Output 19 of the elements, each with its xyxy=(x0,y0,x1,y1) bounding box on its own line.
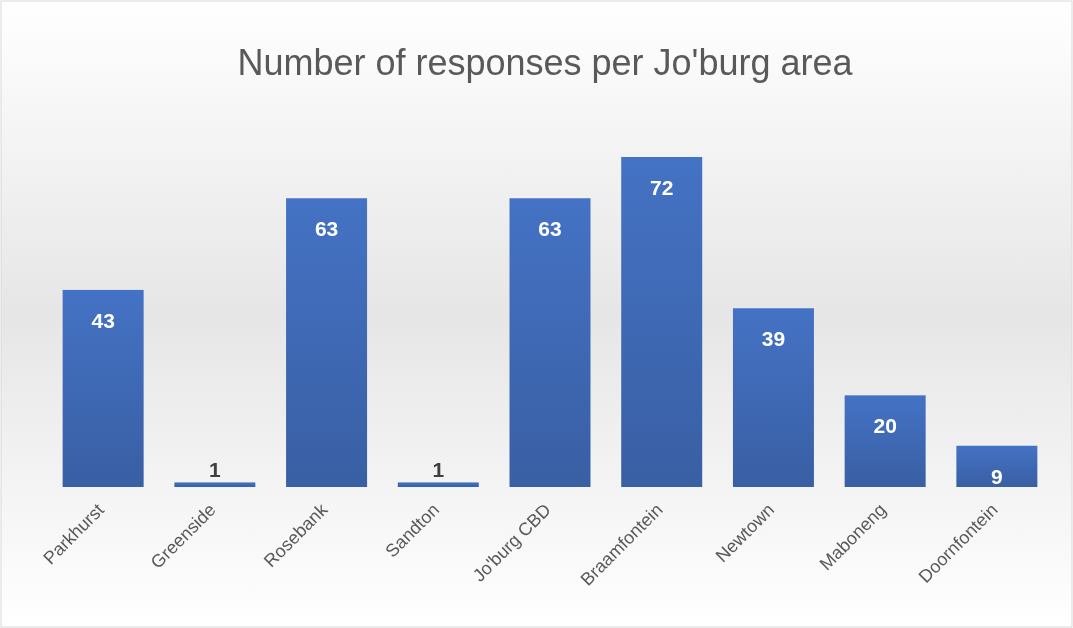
bar xyxy=(62,289,144,487)
bar xyxy=(397,482,479,487)
data-label: 1 xyxy=(432,458,445,482)
data-label: 1 xyxy=(209,458,222,482)
bar xyxy=(621,157,703,487)
data-label: 63 xyxy=(314,217,339,241)
data-label: 63 xyxy=(538,217,562,241)
data-label: 9 xyxy=(991,464,1003,488)
data-label: 72 xyxy=(650,176,674,199)
bar xyxy=(956,445,1038,487)
bar xyxy=(844,395,926,487)
bar xyxy=(174,482,256,487)
data-label: 39 xyxy=(761,327,786,351)
bar xyxy=(732,308,814,487)
data-label: 20 xyxy=(873,414,897,438)
chart-title: Number of responses per Jo'burg area xyxy=(237,42,854,83)
data-label: 43 xyxy=(91,308,115,332)
bar xyxy=(286,198,368,487)
bar xyxy=(509,198,591,487)
